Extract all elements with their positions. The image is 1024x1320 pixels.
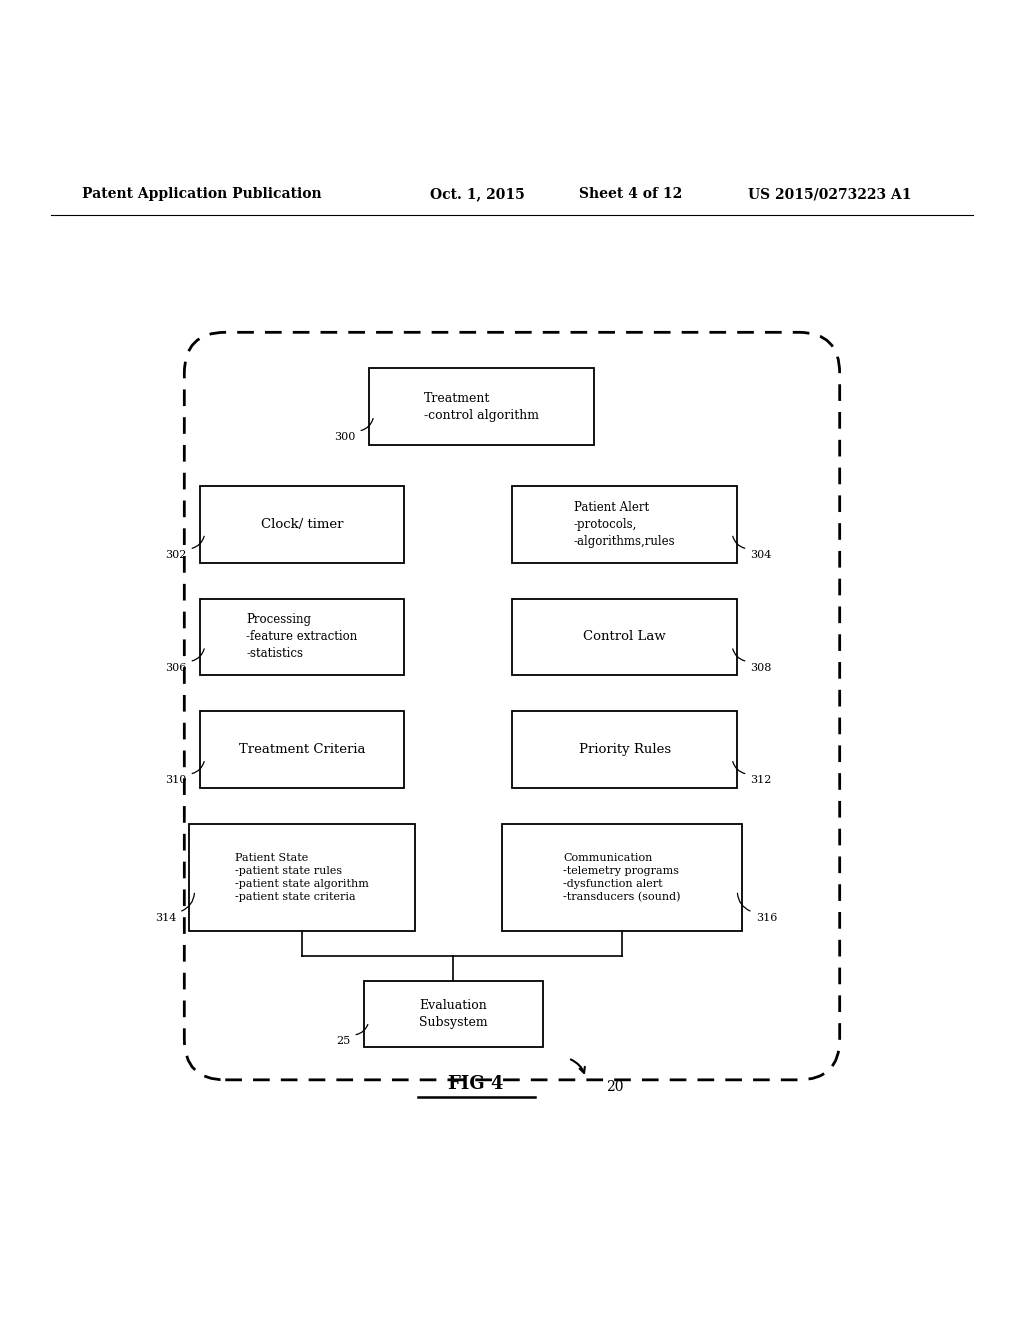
Text: Priority Rules: Priority Rules — [579, 743, 671, 756]
FancyBboxPatch shape — [200, 486, 404, 562]
Text: 308: 308 — [751, 663, 772, 673]
Text: Control Law: Control Law — [584, 631, 666, 643]
Text: Communication
-telemetry programs
-dysfunction alert
-transducers (sound): Communication -telemetry programs -dysfu… — [563, 853, 681, 903]
Text: Oct. 1, 2015: Oct. 1, 2015 — [430, 187, 525, 201]
FancyBboxPatch shape — [512, 598, 737, 676]
Text: Clock/ timer: Clock/ timer — [261, 517, 343, 531]
FancyBboxPatch shape — [369, 368, 594, 445]
FancyBboxPatch shape — [502, 824, 742, 932]
Text: 310: 310 — [165, 775, 186, 785]
Text: Processing
-feature extraction
-statistics: Processing -feature extraction -statisti… — [247, 614, 357, 660]
Text: Treatment Criteria: Treatment Criteria — [239, 743, 366, 756]
Text: 312: 312 — [751, 775, 772, 785]
FancyBboxPatch shape — [512, 486, 737, 562]
Text: 304: 304 — [751, 550, 772, 560]
Text: 314: 314 — [155, 913, 176, 923]
Text: 300: 300 — [334, 432, 355, 442]
Text: 306: 306 — [165, 663, 186, 673]
Text: 302: 302 — [165, 550, 186, 560]
Text: Evaluation
Subsystem: Evaluation Subsystem — [419, 999, 487, 1028]
FancyBboxPatch shape — [512, 711, 737, 788]
Text: US 2015/0273223 A1: US 2015/0273223 A1 — [748, 187, 911, 201]
Text: FIG 4: FIG 4 — [449, 1074, 504, 1093]
Text: Sheet 4 of 12: Sheet 4 of 12 — [579, 187, 682, 201]
FancyBboxPatch shape — [200, 598, 404, 676]
FancyBboxPatch shape — [364, 981, 543, 1047]
Text: 20: 20 — [606, 1080, 624, 1094]
FancyBboxPatch shape — [200, 711, 404, 788]
Text: Patient Alert
-protocols,
-algorithms,rules: Patient Alert -protocols, -algorithms,ru… — [573, 500, 676, 548]
Text: Treatment
-control algorithm: Treatment -control algorithm — [424, 392, 539, 421]
FancyBboxPatch shape — [189, 824, 415, 932]
Text: Patent Application Publication: Patent Application Publication — [82, 187, 322, 201]
Text: 25: 25 — [336, 1036, 350, 1047]
Text: Patient State
-patient state rules
-patient state algorithm
-patient state crite: Patient State -patient state rules -pati… — [236, 853, 369, 903]
Text: 316: 316 — [756, 913, 777, 923]
